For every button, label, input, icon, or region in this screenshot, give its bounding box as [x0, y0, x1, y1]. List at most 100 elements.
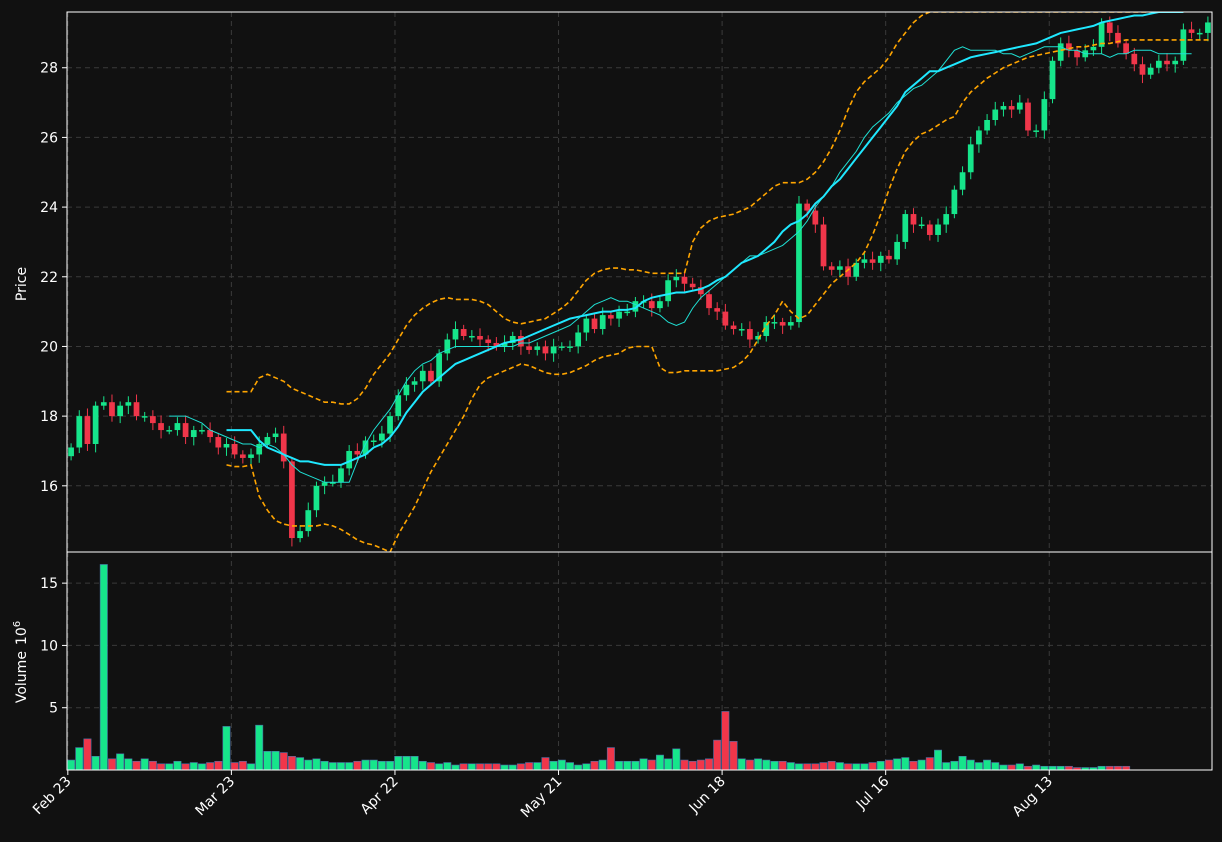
candle-body	[526, 346, 532, 350]
price-tick-label: 22	[40, 270, 58, 286]
volume-bar	[247, 763, 255, 770]
x-tick-label: Feb 23	[30, 774, 75, 819]
price-panel: 16 18 20 22 24 26 28	[40, 11, 1213, 553]
candle-body	[109, 402, 115, 417]
volume-bar	[950, 760, 959, 770]
volume-bar	[1048, 765, 1057, 770]
candle-body	[1147, 67, 1154, 75]
candle-body	[910, 214, 917, 225]
candle-body	[1205, 22, 1211, 33]
volume-bar	[852, 763, 861, 770]
volume-tick-label: 5	[49, 701, 58, 717]
volume-bar	[443, 762, 452, 770]
volume-unit-exponent: 6	[12, 621, 23, 627]
volume-bar	[631, 760, 640, 770]
candles	[68, 16, 1211, 547]
candle-body	[599, 315, 606, 330]
candle-body	[714, 308, 721, 312]
candle-body	[305, 510, 312, 532]
price-tick-label: 16	[40, 479, 58, 495]
volume-bar	[214, 760, 223, 770]
volume-bar	[132, 760, 141, 770]
volume-bar	[1024, 765, 1032, 770]
candle-body	[697, 287, 704, 295]
volume-bars	[67, 564, 1131, 770]
candle-body	[452, 329, 459, 340]
candle-body	[738, 329, 745, 331]
candle-body	[264, 437, 271, 444]
volume-bar	[893, 758, 902, 770]
volume-bar	[754, 758, 763, 770]
candle-body	[845, 266, 851, 277]
candle-body	[419, 370, 426, 382]
x-tick-label: Apr 22	[358, 774, 402, 818]
candle-body	[346, 450, 353, 469]
candle-body	[1106, 22, 1113, 33]
volume-bar	[1007, 764, 1016, 770]
candle-body	[918, 224, 925, 227]
volume-bar	[827, 760, 836, 770]
volume-bar	[835, 762, 844, 770]
volume-bar	[999, 764, 1008, 770]
volume-bar	[655, 754, 664, 770]
volume-bar	[467, 763, 476, 770]
candle-body	[1041, 99, 1048, 131]
candle-body	[616, 311, 622, 319]
volume-bar	[590, 760, 599, 770]
volume-bar	[165, 763, 174, 770]
volume-bar	[729, 741, 738, 770]
volume-bar	[320, 760, 329, 770]
volume-bar	[516, 763, 525, 770]
candle-body	[820, 224, 827, 267]
volume-bar	[189, 762, 198, 770]
candle-body	[379, 433, 385, 441]
candle-body	[436, 353, 442, 382]
volume-bar	[173, 760, 182, 770]
candle-body	[624, 311, 631, 314]
candle-body	[231, 444, 238, 455]
candle-body	[984, 120, 990, 131]
volume-bar	[1015, 763, 1024, 770]
volume-bar	[255, 724, 264, 770]
candle-body	[329, 482, 336, 484]
candle-body	[133, 402, 140, 417]
volume-bar	[230, 762, 239, 770]
candle-body	[1188, 29, 1195, 33]
volume-axis-label-text: Volume	[14, 651, 30, 703]
candle-body	[289, 461, 295, 539]
volume-axis-label: Volume 106	[12, 621, 30, 703]
x-tick-label: Jul 16	[853, 773, 893, 813]
candle-body	[796, 203, 802, 323]
candle-body	[444, 339, 451, 354]
indicator-lines	[169, 12, 1212, 552]
volume-bar	[623, 760, 632, 770]
volume-bar	[304, 759, 313, 770]
price-tick-label: 20	[40, 339, 58, 355]
volume-bar	[287, 755, 296, 770]
volume-bar	[140, 758, 149, 770]
volume-bar	[67, 759, 76, 770]
volume-bar	[533, 762, 542, 770]
candle-body	[150, 416, 156, 424]
candle-body	[657, 301, 663, 309]
candle-body	[673, 276, 680, 281]
volume-bar	[901, 757, 910, 770]
volume-bar	[925, 757, 934, 770]
slow-ma-line	[226, 12, 1184, 466]
candle-body	[166, 430, 173, 432]
candle-body	[280, 433, 287, 462]
volume-bar	[394, 755, 403, 770]
candle-body	[779, 322, 786, 326]
volume-bar	[795, 763, 803, 770]
volume-bar	[99, 564, 108, 770]
volume-bar	[435, 763, 444, 770]
volume-bar	[786, 762, 795, 770]
candle-body	[518, 336, 524, 347]
price-axis-label: Price	[14, 267, 30, 301]
volume-bar	[525, 762, 534, 770]
volume-bar	[1064, 765, 1073, 770]
candle-body	[321, 482, 328, 486]
candle-body	[239, 454, 246, 458]
volume-bar	[745, 759, 754, 770]
